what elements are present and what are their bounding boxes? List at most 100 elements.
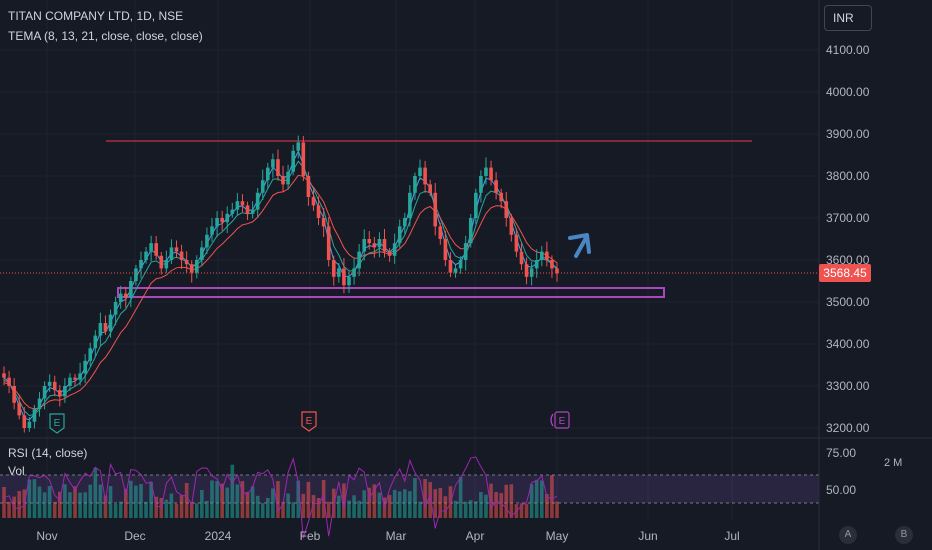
symbol-title[interactable]: TITAN COMPANY LTD, 1D, NSE (8, 9, 184, 23)
volume-bar (347, 500, 351, 518)
volume-bar (545, 494, 549, 518)
candle (316, 205, 321, 218)
candle (169, 247, 174, 260)
volume-bar (539, 480, 544, 518)
time-tick: Jun (638, 529, 657, 543)
volume-bar (118, 501, 123, 518)
auto-scale-button[interactable]: A (839, 526, 857, 544)
candle (408, 192, 412, 218)
candle (418, 167, 422, 176)
volume-bar (129, 480, 133, 518)
volume-bar (255, 495, 260, 518)
candle (129, 281, 133, 298)
volume-bar (250, 486, 255, 518)
candle (134, 268, 138, 281)
candle (463, 243, 468, 260)
volume-bar (489, 483, 493, 518)
candle (103, 323, 108, 332)
volume-bar (27, 479, 32, 518)
volume-bar (108, 486, 113, 518)
candle (98, 323, 103, 336)
price-tick: 3200.00 (826, 421, 870, 435)
volume-bar (7, 501, 11, 518)
volume-bar (377, 492, 382, 518)
volume-legend[interactable]: Vol (8, 464, 25, 478)
volume-bar (509, 484, 514, 518)
volume-bar (423, 479, 427, 518)
volume-bar (438, 487, 443, 518)
volume-bar (149, 482, 153, 518)
candle (428, 184, 432, 193)
candle (245, 205, 250, 214)
volume-bar (474, 501, 478, 518)
candle (225, 213, 230, 223)
volume-bar (468, 500, 473, 518)
volume-bar (276, 481, 280, 518)
volume-bar (311, 495, 316, 518)
candle (93, 335, 98, 349)
volume-bar (331, 488, 336, 518)
candle (184, 260, 189, 265)
candle (12, 386, 16, 403)
time-axis[interactable]: Nov Dec 2024 Feb Mar Apr May Jun Jul (36, 529, 739, 543)
volume-bar (357, 500, 361, 518)
time-tick: Apr (466, 529, 485, 543)
price-tick: 4000.00 (826, 85, 870, 99)
candle (489, 167, 493, 181)
arrow-icon (568, 233, 591, 258)
volume-bar (215, 480, 219, 518)
candle (539, 251, 544, 260)
candles (2, 135, 559, 433)
volume-bar (184, 483, 189, 518)
volume-bar (260, 503, 265, 518)
candle (113, 302, 118, 315)
candle (331, 260, 336, 277)
candle (37, 398, 42, 410)
earnings-marker-may[interactable]: E (550, 411, 570, 429)
volume-bar (316, 498, 321, 518)
candle (27, 421, 32, 428)
tema-fast (3, 149, 558, 421)
candle (260, 180, 265, 193)
grid-lines (0, 0, 819, 520)
volume-bar (134, 485, 138, 518)
volume-bar (169, 493, 174, 518)
candle (139, 260, 143, 269)
volume-bar (453, 500, 458, 518)
volume-axis-label: 2 M (884, 457, 902, 469)
candle (453, 268, 458, 273)
time-tick: May (546, 529, 569, 543)
indicator-legend[interactable]: TEMA (8, 13, 21, close, close, close) (8, 29, 203, 43)
volume-bar (2, 486, 6, 518)
earnings-marker-feb[interactable]: E (301, 411, 317, 432)
volume-bar (17, 491, 22, 518)
volume-bar (418, 501, 422, 518)
volume-bar (194, 503, 199, 518)
volume-bar (235, 484, 240, 518)
candle (230, 209, 235, 214)
volume-bar (52, 501, 57, 518)
volume-bar (484, 494, 488, 518)
price-axis[interactable]: 4100.00 4000.00 3900.00 3800.00 3700.00 3600.… (826, 43, 870, 435)
candle (200, 247, 204, 260)
candle (534, 260, 539, 269)
candle (448, 260, 453, 273)
candle (301, 142, 306, 176)
volume-bar (397, 491, 402, 518)
candle (326, 226, 331, 260)
log-scale-button[interactable]: B (895, 526, 913, 544)
candle (22, 415, 27, 428)
candle (276, 159, 280, 176)
currency-button[interactable]: INR (824, 5, 872, 31)
price-tick: 3400.00 (826, 337, 870, 351)
candle (174, 247, 179, 252)
rsi-legend[interactable]: RSI (14, close) (8, 446, 88, 460)
candle (220, 218, 224, 223)
volume-bar (174, 503, 179, 518)
volume-bar (189, 501, 194, 518)
candle (205, 234, 209, 248)
volume-bar (245, 491, 250, 518)
earnings-marker-nov[interactable]: E (49, 413, 65, 434)
candle (362, 239, 367, 252)
